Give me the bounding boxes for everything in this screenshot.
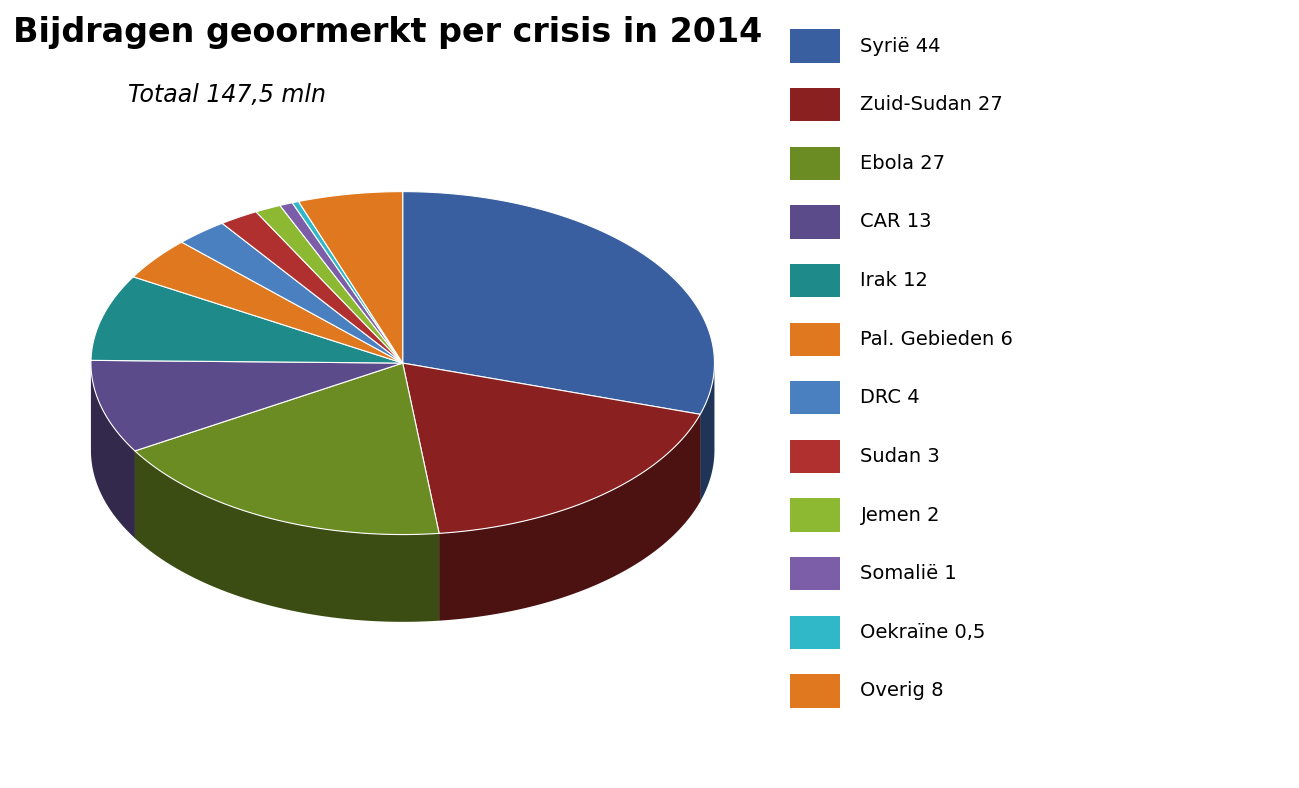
Text: CAR 13: CAR 13	[860, 213, 931, 232]
Text: Oekraïne 0,5: Oekraïne 0,5	[860, 623, 986, 641]
Text: Syrië 44: Syrië 44	[860, 36, 940, 55]
Polygon shape	[135, 363, 403, 538]
Polygon shape	[134, 242, 403, 363]
Bar	[790, 29, 840, 63]
Text: Totaal 147,5 mln: Totaal 147,5 mln	[129, 83, 326, 106]
Bar	[790, 205, 840, 239]
Polygon shape	[403, 363, 700, 533]
Polygon shape	[292, 202, 403, 363]
Text: Ebola 27: Ebola 27	[860, 154, 946, 173]
Text: Bijdragen geoormerkt per crisis in 2014: Bijdragen geoormerkt per crisis in 2014	[13, 16, 763, 49]
Bar	[790, 88, 840, 121]
Polygon shape	[281, 203, 403, 363]
Polygon shape	[256, 206, 403, 363]
Bar	[790, 498, 840, 532]
Bar	[790, 264, 840, 297]
Polygon shape	[403, 363, 439, 621]
Text: Somalië 1: Somalië 1	[860, 564, 957, 583]
Text: Pal. Gebieden 6: Pal. Gebieden 6	[860, 329, 1013, 348]
Polygon shape	[135, 363, 439, 534]
Bar	[790, 147, 840, 180]
Polygon shape	[403, 191, 714, 414]
Polygon shape	[439, 414, 700, 621]
Bar	[790, 557, 840, 590]
Polygon shape	[403, 363, 700, 502]
Polygon shape	[91, 360, 403, 451]
Polygon shape	[91, 363, 135, 538]
Bar	[790, 675, 840, 708]
Text: Overig 8: Overig 8	[860, 682, 944, 701]
Polygon shape	[91, 277, 403, 363]
Polygon shape	[135, 363, 403, 538]
Text: Zuid-Sudan 27: Zuid-Sudan 27	[860, 95, 1003, 114]
Polygon shape	[403, 363, 700, 502]
Polygon shape	[182, 223, 403, 363]
Polygon shape	[222, 212, 403, 363]
Text: DRC 4: DRC 4	[860, 388, 920, 407]
Text: Jemen 2: Jemen 2	[860, 506, 940, 525]
Bar	[790, 322, 840, 356]
Text: Irak 12: Irak 12	[860, 271, 929, 290]
Polygon shape	[299, 191, 403, 363]
Polygon shape	[135, 451, 439, 622]
Polygon shape	[700, 363, 714, 502]
Bar	[790, 381, 840, 414]
Text: Sudan 3: Sudan 3	[860, 447, 940, 466]
Polygon shape	[403, 363, 439, 621]
Bar	[790, 615, 840, 649]
Bar	[790, 440, 840, 473]
